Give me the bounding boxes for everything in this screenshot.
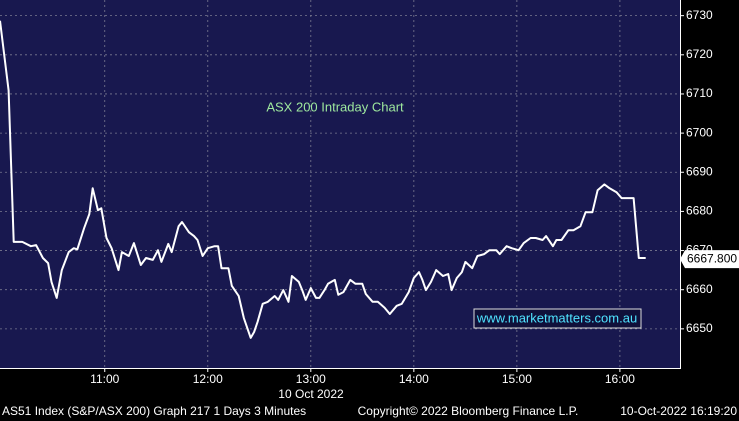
y-tick-label: 6710 [686, 86, 713, 100]
y-tick-label: 6720 [686, 47, 713, 61]
price-line [0, 20, 646, 339]
y-tick-label: 6700 [686, 125, 713, 139]
website-box [473, 308, 642, 329]
grid [0, 0, 680, 368]
y-tick-label: 6660 [686, 282, 713, 296]
date-label: 10 Oct 2022 [278, 387, 344, 401]
footer-right: 10-Oct-2022 16:19:20 [620, 404, 737, 418]
website: www.marketmatters.com.au [476, 310, 637, 325]
x-tick-label: 11:00 [90, 372, 119, 386]
x-tick-label: 14:00 [399, 372, 429, 386]
y-tick-label: 6680 [686, 204, 713, 218]
last-value-label: 6667.800 [687, 251, 737, 265]
x-tick-label: 16:00 [605, 372, 635, 386]
last-value-box [680, 250, 739, 269]
footer-left: AS51 Index (S&P/ASX 200) Graph 217 1 Day… [2, 404, 306, 418]
plot-area [0, 0, 680, 368]
x-tick-label: 13:00 [296, 372, 326, 386]
x-tick-label: 12:00 [193, 372, 223, 386]
chart-title: ASX 200 Intraday Chart [266, 99, 404, 114]
footer-center: Copyright© 2022 Bloomberg Finance L.P. [358, 404, 579, 418]
y-tick-label: 6650 [686, 321, 713, 335]
x-tick-label: 15:00 [502, 372, 532, 386]
y-tick-label: 6730 [686, 8, 713, 22]
y-tick-label: 6690 [686, 164, 713, 178]
